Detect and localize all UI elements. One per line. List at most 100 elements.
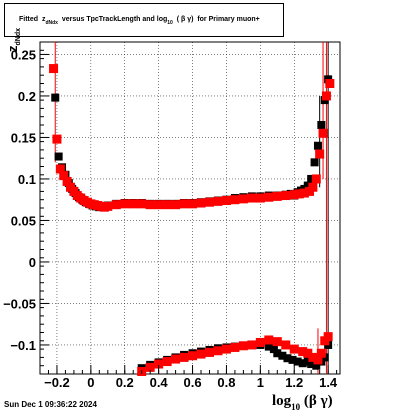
red-marker [154,200,164,210]
title-z-sub: dNdx [45,20,58,26]
x-label-main: log [272,393,292,409]
red-marker [230,342,240,352]
y-tick-label: 0.05 [11,213,36,228]
red-marker [238,194,248,204]
red-marker [179,199,189,209]
red-marker [303,348,313,358]
red-marker [289,344,299,354]
black-marker [313,141,322,150]
red-marker [325,79,335,88]
red-marker [255,193,265,203]
black-marker [273,349,282,358]
y-tick-label: 0.25 [11,47,36,62]
red-marker [188,199,198,209]
red-marker [204,347,214,357]
x-tick-label: 1.4 [319,375,338,390]
red-marker [294,189,304,199]
red-marker [313,355,323,365]
red-marker [196,198,206,208]
black-marker [54,152,63,161]
red-marker [49,64,59,74]
red-marker [299,188,309,198]
black-marker [307,174,316,183]
red-marker [137,199,147,209]
black-marker [288,355,297,364]
red-marker [318,128,328,138]
x-tick-label: 1.2 [285,375,303,390]
black-marker [269,345,278,354]
red-marker [128,199,138,209]
red-marker [264,335,274,345]
red-marker [162,357,172,367]
red-marker [308,352,318,362]
red-marker [111,200,121,210]
red-marker [62,176,72,186]
red-marker [230,195,240,205]
red-marker [321,91,331,101]
y-label-main: z [5,45,20,53]
black-marker [317,121,326,129]
red-marker [298,347,308,357]
red-marker [308,182,318,192]
x-tick-label: 0.2 [116,375,134,390]
red-marker [289,190,299,200]
black-marker [278,351,287,360]
y-tick-label: 0.1 [18,172,36,187]
y-tick-label: 0 [29,255,36,270]
red-marker [179,352,189,362]
black-marker [283,354,292,363]
red-marker [264,192,274,202]
y-label-sub: dNdx [15,28,22,46]
black-marker [307,360,316,369]
title-z: z [41,16,46,23]
timestamp-footer: Sun Dec 1 09:36:22 2024 [4,400,97,409]
y-tick-label: −0.1 [10,338,36,353]
red-marker [247,193,257,203]
red-marker [103,201,113,211]
red-marker [59,171,69,181]
y-axis-label: zdNdx [5,28,22,52]
red-marker [281,191,291,201]
x-tick-label: −0.2 [44,375,70,390]
red-marker [272,191,282,201]
x-axis-label: log10 (β γ) [272,393,333,412]
black-marker [293,357,302,366]
x-tick-label: 0.6 [184,375,202,390]
title-end: for Primary muon+ [197,16,260,23]
y-tick-label: 0.2 [18,89,36,104]
black-marker [298,359,307,368]
red-marker [162,200,172,210]
x-tick-label: 0 [87,375,94,390]
data-markers [49,64,335,377]
title-log-sub: 10 [167,20,173,26]
red-marker [311,174,321,184]
black-marker [51,93,60,102]
chart-title: Fitted zdNdx versus TpcTrackLength and l… [4,3,284,37]
y-tick-label: −0.05 [3,296,36,311]
red-marker [315,149,325,159]
red-marker [145,362,155,372]
red-marker [145,200,155,210]
red-marker [213,196,223,206]
red-marker [171,200,181,210]
x-label-sub: 10 [291,402,301,412]
black-marker [303,181,312,190]
red-marker [247,340,257,350]
x-label-rest: (β γ) [303,393,333,409]
black-marker [312,361,321,370]
red-marker [316,348,326,358]
red-marker [255,337,265,347]
x-tick-label: 1 [257,375,264,390]
red-marker [188,351,198,361]
red-marker [281,340,291,350]
red-marker [55,164,65,174]
red-marker [171,354,181,364]
title-fitted: Fitted [19,16,39,23]
black-marker [264,342,273,351]
x-tick-label: 0.4 [150,375,169,390]
red-marker [238,341,248,351]
red-marker [323,332,333,342]
red-marker [213,346,223,356]
red-marker [272,337,282,347]
